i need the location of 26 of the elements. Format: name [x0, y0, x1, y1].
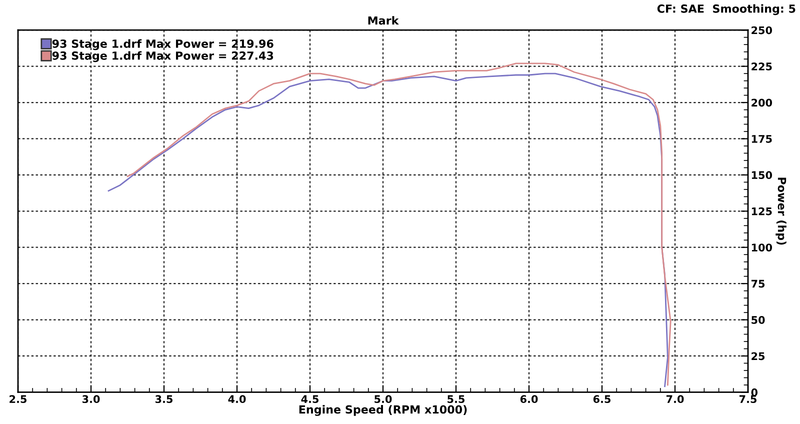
x-tick-label: 4.5 [301, 395, 318, 404]
x-axis-title: Engine Speed (RPM x1000) [299, 405, 467, 416]
x-tick-label: 7.0 [666, 395, 684, 404]
x-tick-label: 5.5 [448, 395, 464, 404]
y-tick-label: 125 [752, 207, 772, 216]
x-tick-label: 4.0 [228, 395, 246, 404]
x-tick-label: 6.0 [520, 395, 538, 404]
y-tick-label: 25 [752, 352, 765, 360]
y-tick-label: 200 [752, 98, 772, 107]
y-tick-label: 250 [752, 26, 772, 34]
x-tick-label: 3.0 [82, 395, 100, 404]
x-tick-label: 6.5 [593, 395, 610, 404]
x-tick-label: 5.0 [374, 395, 392, 404]
y-tick-label: 100 [752, 244, 772, 252]
y-axis-title: Power (hp) [776, 178, 786, 245]
legend-label: 93 Stage 1.drf Max Power = 219.96 [52, 39, 274, 50]
y-tick-label: 150 [752, 171, 772, 180]
y-tick-label: 225 [752, 62, 772, 70]
y-tick-label: 75 [751, 280, 765, 288]
legend-label: 93 Stage 1.drf Max Power = 227.43 [52, 51, 274, 62]
x-tick-label: 2.5 [10, 395, 26, 404]
chart-title: Mark [368, 16, 399, 25]
x-tick-label: 3.5 [155, 395, 172, 404]
y-tick-label: 175 [752, 135, 772, 143]
y-tick-label: 50 [752, 316, 765, 324]
text: CF: SAE Smoothing: 5 [657, 4, 796, 16]
